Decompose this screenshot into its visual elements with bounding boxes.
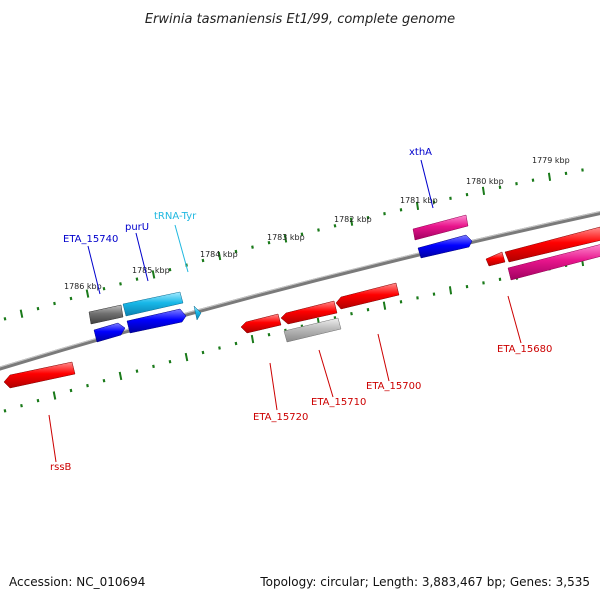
scale-tick: [350, 311, 353, 316]
accession-label: Accession:: [9, 575, 73, 589]
scale-tick: [234, 341, 238, 346]
gene-right-red-1[interactable]: [485, 251, 506, 267]
scale-tick: [547, 172, 552, 181]
topology-label: Topology:: [260, 575, 317, 589]
scale-label-1786: 1786 kbp: [64, 282, 102, 291]
scale-tick: [184, 352, 189, 362]
scale-tick: [382, 301, 387, 310]
gene-ETA_15700[interactable]: [335, 282, 400, 310]
leader-tRNA-Tyr: [174, 224, 189, 273]
scale-tick: [217, 251, 222, 261]
scale-tick: [135, 369, 139, 373]
scale-tick: [333, 224, 337, 228]
genome-backbone: [0, 211, 600, 371]
genes-value: 3,535: [555, 575, 590, 589]
leader-purU: [135, 232, 149, 282]
scale-tick: [300, 232, 304, 236]
label-ETA_15720: ETA_15720: [253, 412, 308, 423]
label-rssB: rssB: [50, 462, 72, 473]
scale-tick: [250, 334, 255, 344]
gene-ETA_15720[interactable]: [240, 313, 282, 334]
label-xthA: xthA: [409, 147, 432, 158]
gene-xthA[interactable]: [412, 214, 469, 241]
scale-tick: [20, 403, 23, 408]
gene-ETA_15710-upper[interactable]: [280, 300, 338, 325]
scale-label-1782: 1782 kbp: [334, 215, 372, 224]
scale-tick: [152, 364, 155, 369]
scale-tick: [201, 258, 205, 263]
scale-tick: [251, 245, 254, 249]
scale-tick: [3, 317, 7, 321]
scale-tick: [201, 350, 205, 355]
gene-purU[interactable]: [122, 291, 184, 317]
scale-tick: [234, 249, 238, 254]
scale-tick: [283, 234, 288, 243]
leader-ETA_15680: [507, 295, 522, 344]
gene-right-magenta[interactable]: [507, 244, 600, 281]
scale-tick: [52, 391, 57, 400]
scale-tick: [69, 388, 73, 393]
gene-right-red-2[interactable]: [504, 226, 600, 263]
scale-label-1780: 1780 kbp: [466, 177, 504, 186]
scale-tick: [36, 306, 40, 311]
scale-tick: [151, 270, 156, 279]
gene-rssB[interactable]: [3, 361, 76, 389]
label-ETA_15680: ETA_15680: [497, 344, 552, 355]
label-ETA_15700: ETA_15700: [366, 381, 421, 392]
genome-backbone-highlight: [0, 211, 600, 368]
scale-tick: [86, 383, 89, 388]
scale-tick: [218, 346, 221, 350]
leader-ETA_15710: [318, 349, 334, 398]
genes-label: Genes:: [509, 575, 552, 589]
scale-tick: [415, 201, 420, 211]
scale-tick: [349, 217, 354, 226]
scale-tick: [102, 286, 106, 291]
gene-upper-blue[interactable]: [417, 234, 473, 259]
scale-tick: [102, 378, 106, 383]
scale-tick: [448, 286, 453, 295]
gene-ETA_15740[interactable]: [88, 304, 124, 325]
genome-stats: Topology: circular; Length: 3,883,467 bp…: [260, 575, 590, 589]
label-tRNA-Tyr: tRNA-Tyr: [154, 211, 197, 222]
scale-label-1783: 1783 kbp: [267, 233, 305, 242]
label-ETA_15710: ETA_15710: [311, 397, 366, 408]
scale-tick: [118, 371, 123, 381]
accession-info: Accession: NC_010694: [9, 575, 145, 589]
gene-tRNA-Tyr[interactable]: [193, 305, 202, 321]
leader-ETA_15700: [377, 333, 390, 382]
scale-label-1785: 1785 kbp: [132, 266, 170, 275]
scale-tick: [168, 267, 172, 272]
genome-title: Erwinia tasmaniensis Et1/99, complete ge…: [145, 12, 455, 27]
scale-tick: [481, 186, 486, 196]
scale-tick: [19, 309, 24, 318]
leader-xthA: [420, 159, 434, 209]
accession-value: NC_010694: [76, 575, 146, 589]
scale-label-1781: 1781 kbp: [400, 196, 438, 205]
leader-ETA_15740: [87, 245, 101, 295]
gene-mid-blue[interactable]: [126, 308, 187, 334]
scale-tick: [168, 359, 172, 364]
scale-label-1779: 1779 kbp: [532, 156, 570, 165]
scale-tick: [3, 409, 7, 413]
scale-label-1784: 1784 kbp: [200, 250, 238, 259]
scale-tick: [69, 296, 73, 301]
scale-tick: [53, 301, 56, 306]
length-label: Length:: [372, 575, 419, 589]
scale-tick: [36, 398, 40, 403]
scale-tick: [317, 228, 320, 232]
topology-value: circular: [320, 575, 365, 589]
label-purU: purU: [125, 222, 149, 233]
scale-tick: [119, 282, 122, 286]
leader-rssB: [48, 414, 57, 463]
leader-ETA_15720: [269, 362, 278, 411]
scale-tick: [267, 332, 271, 337]
scale-tick: [135, 277, 139, 281]
gene-left-blue[interactable]: [93, 322, 126, 343]
scale-tick: [267, 240, 271, 245]
label-ETA_15740: ETA_15740: [63, 234, 118, 245]
scale-tick: [85, 289, 90, 298]
gene-ETA_15710[interactable]: [283, 317, 342, 343]
length-value: 3,883,467 bp: [421, 575, 502, 589]
